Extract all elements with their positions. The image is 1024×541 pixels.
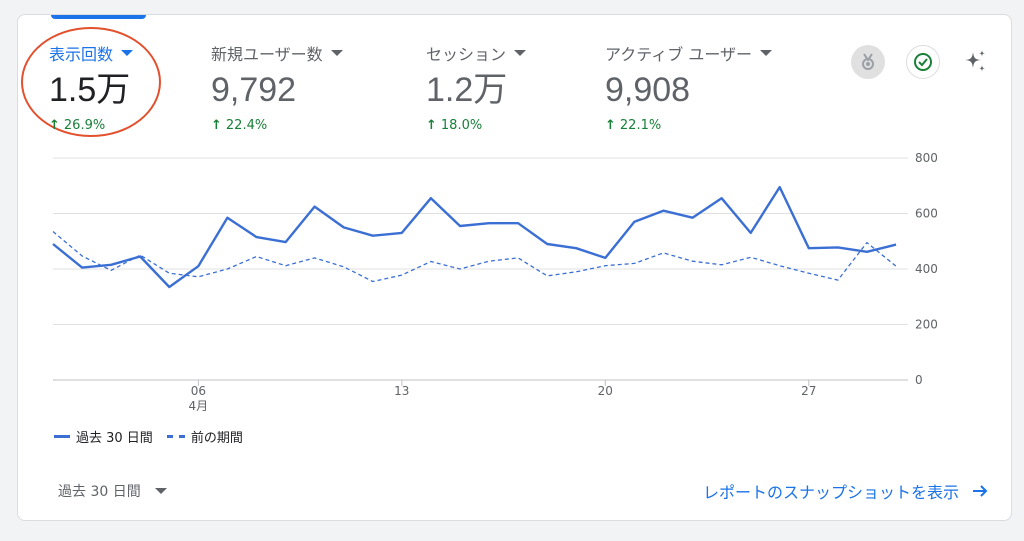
- insights-medal-button[interactable]: [851, 45, 885, 79]
- arrow-up-icon: ↑: [426, 118, 437, 133]
- metric-value: 1.5万: [49, 71, 131, 109]
- caret-down-icon: [154, 488, 167, 494]
- metric-impressions[interactable]: 表示回数 1.5万 ↑ 26.9%: [49, 42, 134, 133]
- y-tick-label: 400: [915, 262, 938, 276]
- arrow-up-icon: ↑: [211, 118, 222, 133]
- metric-label: 表示回数: [49, 45, 114, 64]
- legend-previous: 前の期間: [166, 427, 243, 446]
- medal-icon: [862, 53, 874, 70]
- date-range-dropdown[interactable]: 過去 30 日間: [58, 481, 167, 501]
- metric-delta: ↑ 26.9%: [49, 118, 133, 133]
- caret-down-icon: [760, 50, 773, 56]
- x-tick-label: 13: [394, 384, 409, 398]
- metric-delta: ↑ 22.4%: [211, 118, 343, 133]
- caret-down-icon: [514, 50, 527, 56]
- metric-delta-value: 18.0%: [440, 118, 483, 133]
- metric-active-users[interactable]: アクティブ ユーザー 9,908 ↑ 22.1%: [605, 42, 773, 133]
- series-previous-line: [52, 231, 897, 283]
- legend-solid-swatch: [54, 435, 70, 438]
- annotation-circle: [21, 27, 161, 137]
- metric-label: 新規ユーザー数: [211, 45, 323, 64]
- metric-value: 9,792: [211, 71, 297, 109]
- metric-value: 9,908: [605, 71, 691, 109]
- arrow-up-icon: ↑: [49, 118, 60, 133]
- arrow-right-icon: [973, 485, 988, 497]
- metric-label-dropdown[interactable]: セッション: [426, 42, 527, 64]
- arrow-up-icon: ↑: [605, 118, 616, 133]
- metric-delta-value: 22.4%: [225, 118, 268, 133]
- sparkle-icon: [965, 50, 985, 72]
- snapshot-link-label: レポートのスナップショットを表示: [702, 483, 959, 502]
- legend-dashed-swatch: [166, 435, 185, 438]
- metric-label-dropdown[interactable]: 表示回数: [49, 42, 134, 64]
- metric-label: アクティブ ユーザー: [605, 45, 753, 64]
- metric-new-users[interactable]: 新規ユーザー数 9,792 ↑ 22.4%: [211, 42, 343, 133]
- series-current-line: [52, 185, 897, 289]
- metric-label: セッション: [426, 45, 507, 64]
- legend-label: 過去 30 日間: [76, 431, 153, 446]
- view-snapshot-link[interactable]: レポートのスナップショットを表示: [703, 479, 989, 503]
- x-tick-label: 06: [191, 384, 206, 398]
- active-tab-indicator: [51, 15, 146, 19]
- caret-down-icon: [121, 50, 134, 56]
- metric-label-dropdown[interactable]: 新規ユーザー数: [211, 42, 343, 64]
- metric-label-dropdown[interactable]: アクティブ ユーザー: [605, 42, 773, 64]
- y-tick-label: 600: [915, 207, 938, 221]
- metric-delta-value: 22.1%: [619, 118, 662, 133]
- check-circle-icon: [914, 53, 932, 71]
- x-tick-label: 27: [801, 384, 816, 398]
- ai-insights-button[interactable]: [958, 45, 992, 79]
- x-tick-sublabel: 4月: [189, 399, 209, 413]
- legend-label: 前の期間: [190, 431, 243, 446]
- y-tick-label: 200: [915, 318, 938, 332]
- metric-value: 1.2万: [426, 71, 508, 109]
- date-range-label: 過去 30 日間: [58, 484, 141, 500]
- metric-delta: ↑ 22.1%: [605, 118, 772, 133]
- caret-down-icon: [330, 50, 343, 56]
- chart-legend: 過去 30 日間 前の期間: [54, 427, 243, 446]
- metric-sessions[interactable]: セッション 1.2万 ↑ 18.0%: [426, 42, 527, 133]
- y-tick-label: 0: [915, 373, 923, 387]
- check-status-button[interactable]: [906, 45, 940, 79]
- x-tick-label: 20: [598, 384, 613, 398]
- metric-delta: ↑ 18.0%: [426, 118, 526, 133]
- y-tick-label: 800: [915, 151, 938, 165]
- legend-current: 過去 30 日間: [54, 427, 153, 446]
- overview-card: 表示回数 1.5万 ↑ 26.9% 新規ユーザー数 9,792 ↑ 22.4% …: [17, 14, 1012, 521]
- metric-delta-value: 26.9%: [63, 118, 106, 133]
